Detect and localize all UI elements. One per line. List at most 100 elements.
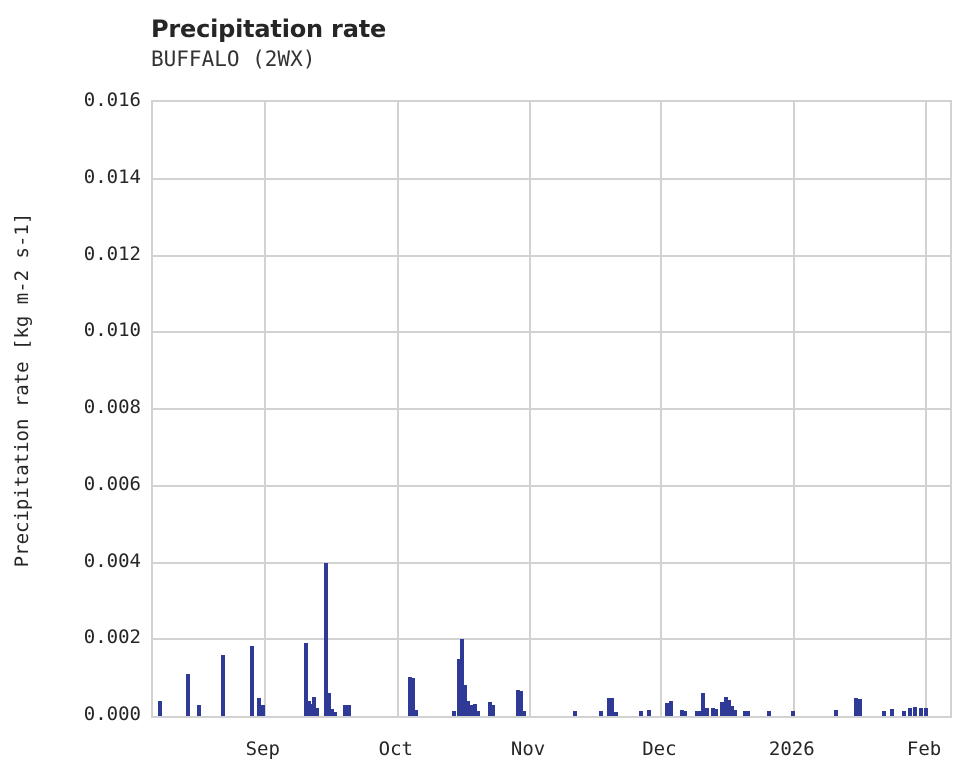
y-axis-tick-label: 0.008 bbox=[83, 396, 141, 418]
bar bbox=[472, 703, 477, 716]
gridline-vertical bbox=[396, 102, 399, 716]
bar bbox=[414, 709, 419, 716]
bar bbox=[730, 706, 735, 716]
bar bbox=[459, 639, 464, 716]
bar bbox=[333, 712, 338, 716]
gridline-horizontal bbox=[153, 331, 950, 334]
title-block: Precipitation rate BUFFALO (2WX) bbox=[151, 14, 851, 73]
bar bbox=[698, 710, 703, 716]
bar bbox=[250, 646, 255, 716]
bar bbox=[694, 711, 699, 716]
bar bbox=[907, 707, 912, 716]
gridline-horizontal bbox=[153, 254, 950, 257]
bar-series bbox=[153, 102, 950, 716]
bar bbox=[490, 704, 495, 716]
bar bbox=[924, 708, 929, 716]
bar bbox=[913, 706, 918, 716]
gridline-vertical bbox=[263, 102, 266, 716]
bar bbox=[710, 707, 715, 716]
y-axis-tick-label: 0.016 bbox=[83, 89, 141, 111]
x-axis-tick-label: Oct bbox=[378, 738, 413, 760]
bar bbox=[342, 704, 347, 716]
bar bbox=[304, 643, 309, 716]
bar bbox=[466, 700, 471, 716]
bar bbox=[857, 699, 862, 716]
bar bbox=[323, 562, 328, 716]
bar bbox=[573, 711, 578, 716]
y-axis-tick-label: 0.012 bbox=[83, 242, 141, 265]
bar bbox=[766, 710, 771, 716]
chart-subtitle: BUFFALO (2WX) bbox=[151, 47, 316, 71]
gridline-vertical bbox=[925, 102, 928, 716]
bar bbox=[665, 702, 670, 716]
gridline-horizontal bbox=[153, 561, 950, 564]
bar bbox=[451, 711, 456, 716]
y-axis-tick-label: 0.000 bbox=[83, 703, 141, 725]
bar bbox=[346, 705, 351, 716]
y-axis-tick-label: 0.006 bbox=[83, 472, 141, 495]
bar bbox=[329, 709, 334, 716]
bar bbox=[790, 711, 795, 716]
bar bbox=[411, 677, 416, 716]
bar bbox=[745, 711, 750, 716]
plot-area bbox=[151, 100, 952, 718]
bar bbox=[679, 709, 684, 716]
bar bbox=[326, 692, 331, 716]
bar bbox=[515, 689, 520, 716]
gridline-vertical bbox=[529, 102, 532, 716]
x-axis-tick-label: 2026 bbox=[768, 738, 815, 760]
bar bbox=[463, 685, 468, 716]
bar bbox=[220, 655, 225, 716]
bar bbox=[882, 710, 887, 716]
gridline-vertical bbox=[660, 102, 663, 716]
bar bbox=[599, 710, 604, 716]
bar bbox=[408, 676, 413, 716]
bar bbox=[256, 697, 261, 716]
bar bbox=[742, 710, 747, 716]
bar bbox=[639, 711, 644, 716]
bar bbox=[704, 708, 709, 716]
bar bbox=[733, 709, 738, 716]
bar bbox=[185, 673, 190, 716]
y-axis-tick-label: 0.014 bbox=[83, 165, 141, 188]
bar bbox=[196, 704, 201, 716]
bar bbox=[157, 701, 162, 716]
bar bbox=[902, 711, 907, 716]
bar bbox=[518, 690, 523, 716]
y-axis-tick-label: 0.004 bbox=[83, 549, 141, 572]
x-axis-tick-label: Nov bbox=[510, 738, 546, 760]
y-axis-tick-label: 0.010 bbox=[83, 319, 141, 342]
x-axis-tick-label: Sep bbox=[245, 738, 280, 760]
x-axis-tick-labels: Sep Oct Nov Dec 2026 Feb bbox=[151, 718, 952, 778]
x-axis-tick-label: Feb bbox=[906, 738, 942, 760]
bar bbox=[314, 707, 319, 716]
bar bbox=[469, 705, 474, 716]
bar bbox=[610, 698, 615, 716]
bar bbox=[607, 697, 612, 716]
bar bbox=[723, 696, 728, 716]
gridline-horizontal bbox=[153, 484, 950, 487]
bar bbox=[613, 712, 618, 716]
x-axis-tick-label: Dec bbox=[642, 738, 677, 760]
gridline-horizontal bbox=[153, 408, 950, 410]
bar bbox=[522, 710, 526, 716]
bar bbox=[890, 709, 895, 716]
bar bbox=[456, 659, 461, 716]
bar bbox=[918, 707, 923, 716]
bar bbox=[683, 710, 687, 716]
gridline-vertical bbox=[792, 102, 795, 716]
bar bbox=[701, 692, 706, 716]
y-axis-tick-label: 0.002 bbox=[83, 626, 141, 649]
bar bbox=[714, 709, 719, 716]
bar bbox=[487, 702, 492, 716]
bar bbox=[668, 700, 673, 716]
gridline-horizontal bbox=[153, 638, 950, 641]
bar bbox=[726, 699, 731, 716]
bar bbox=[854, 698, 859, 716]
bar bbox=[720, 702, 725, 716]
bar bbox=[834, 709, 839, 716]
y-axis-tick-labels: 0.000 0.002 0.004 0.006 0.008 0.010 0.012 0.014… bbox=[0, 91, 141, 724]
gridline-horizontal bbox=[153, 177, 950, 180]
bar bbox=[312, 696, 317, 716]
